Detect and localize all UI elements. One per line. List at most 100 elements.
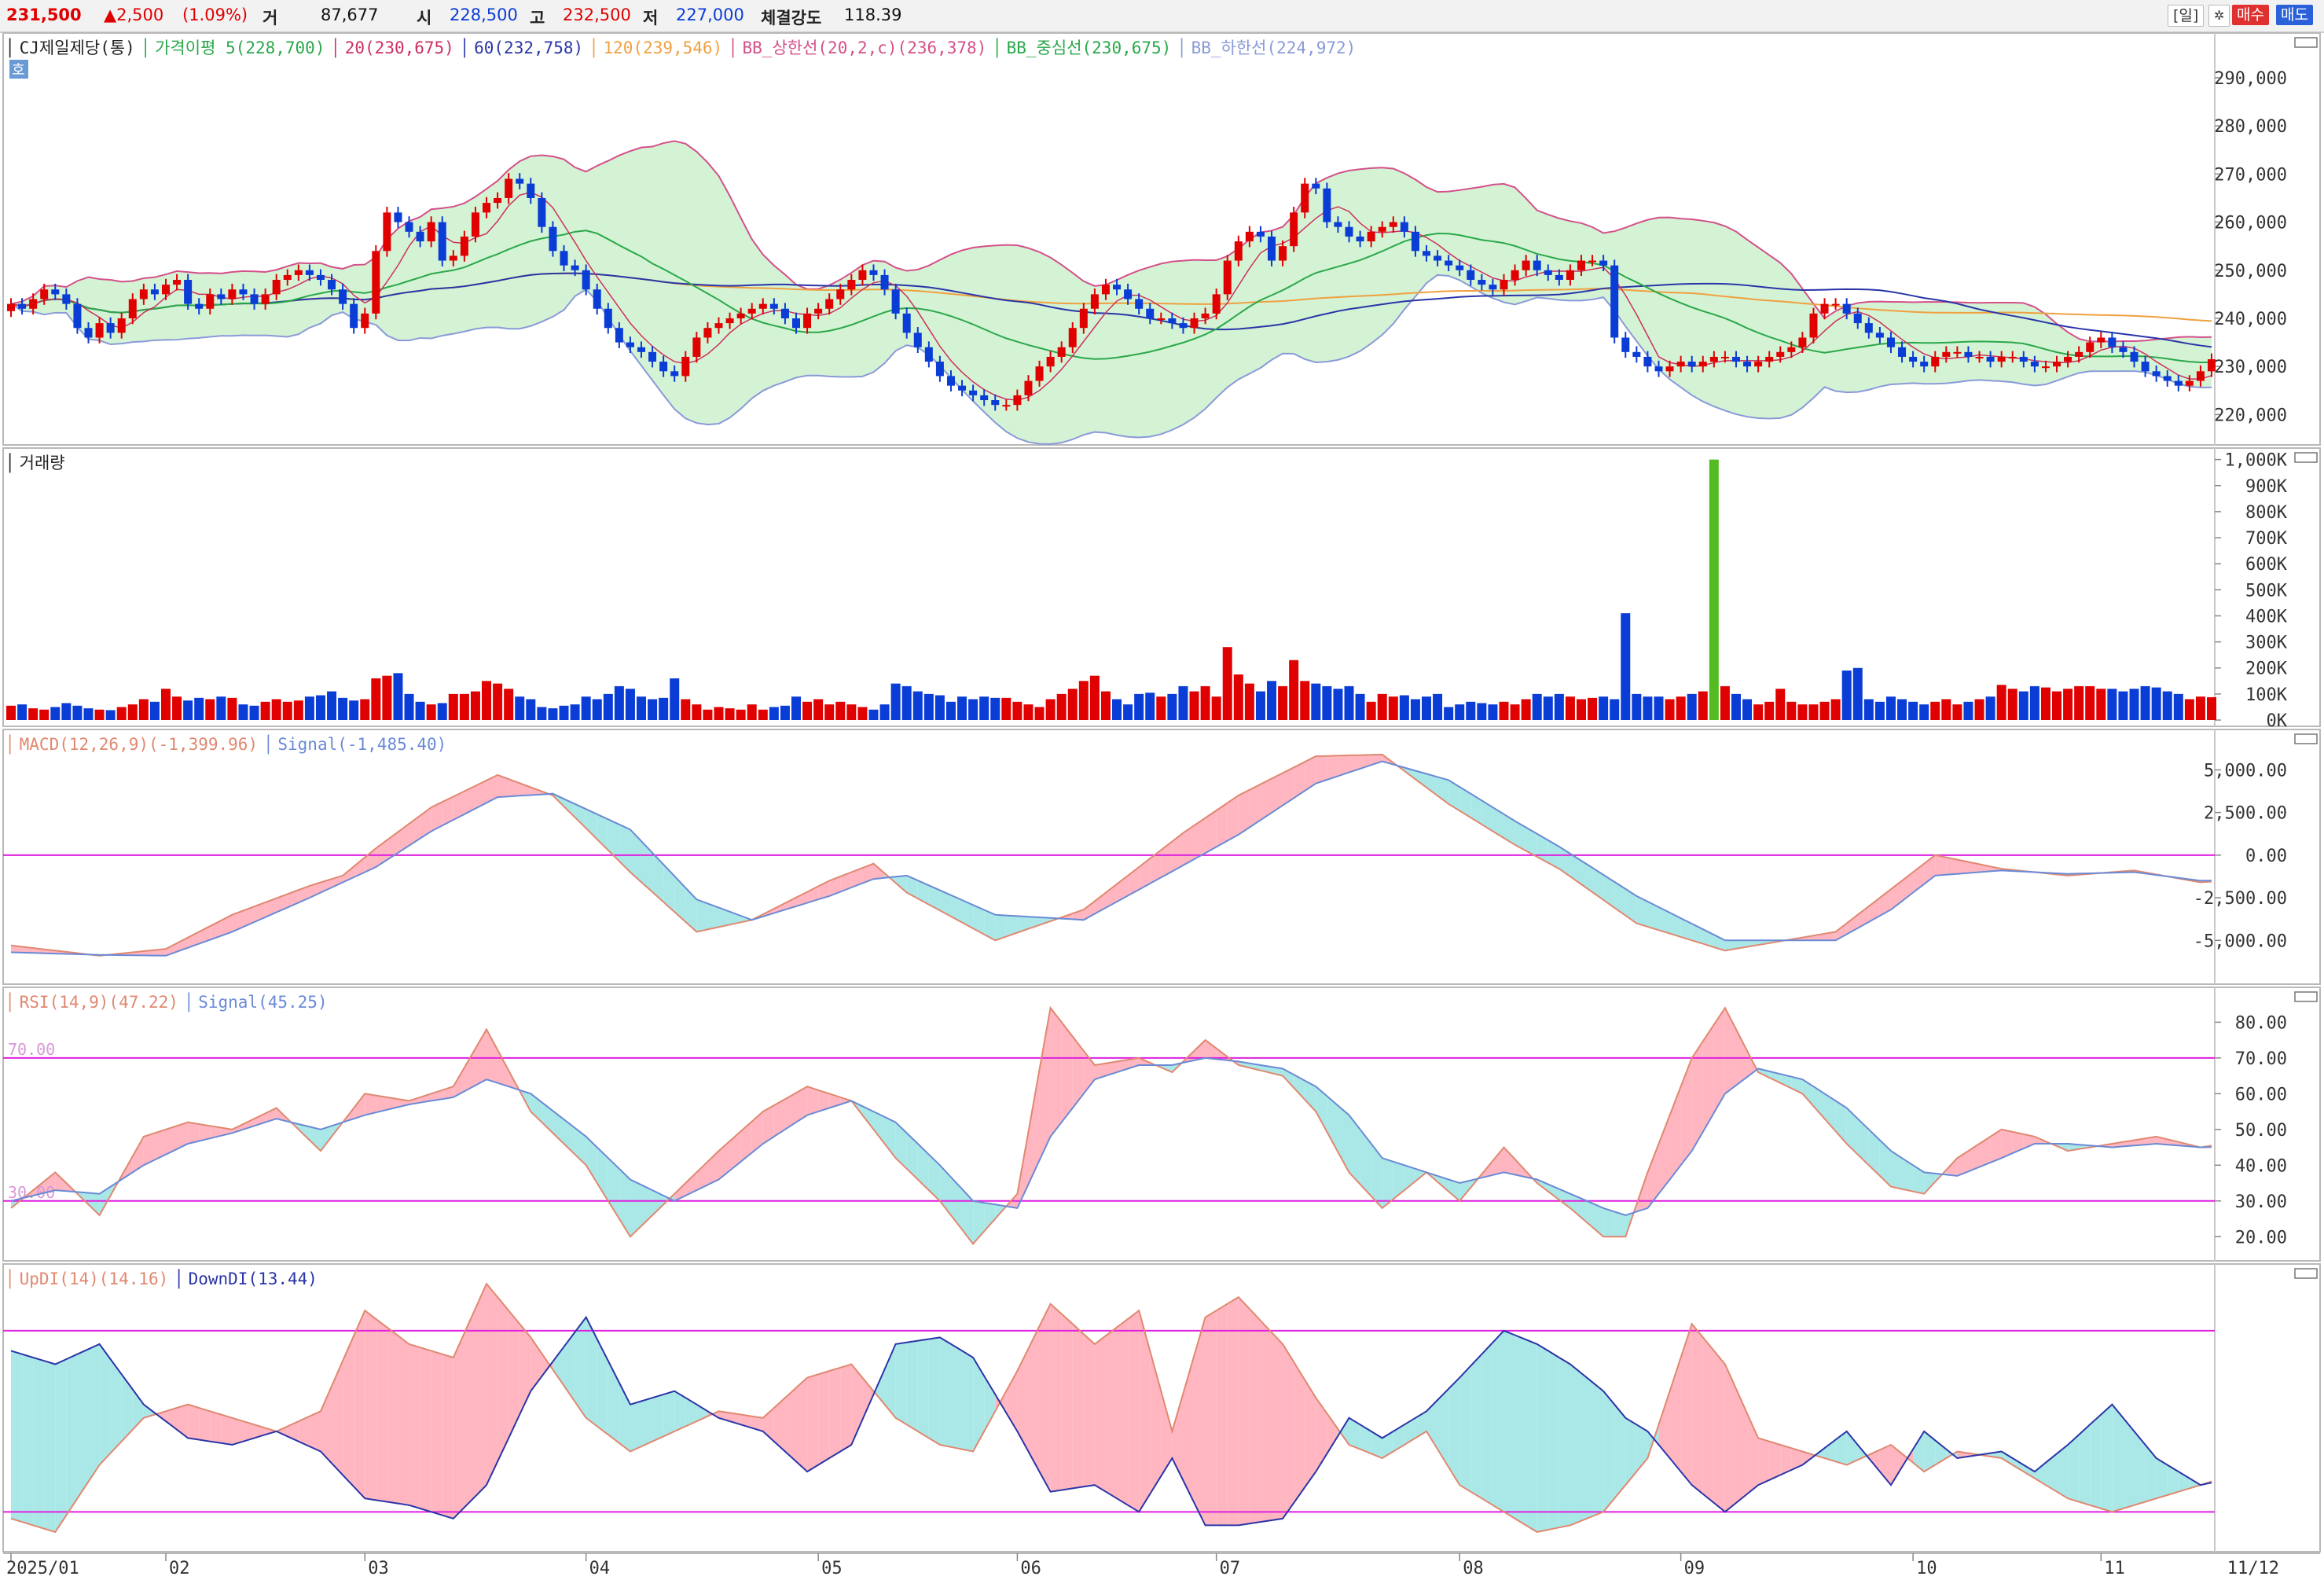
period-button[interactable]: [일] <box>2168 5 2205 27</box>
buy-button[interactable]: 매수 <box>2232 5 2269 25</box>
rsi-fill <box>1813 1086 1825 1119</box>
dmi-fill <box>1205 1310 1217 1526</box>
settings-icon[interactable]: ✲ <box>2208 5 2230 27</box>
dmi-fill <box>1094 1336 1106 1492</box>
rsi-fill <box>1780 1074 1792 1089</box>
volume-bar <box>526 699 536 720</box>
rsi-tick-label: 80.00 <box>2235 1013 2287 1033</box>
volume-bar <box>2195 696 2205 720</box>
volume-bar <box>1996 685 2006 720</box>
candle-body <box>2086 342 2095 352</box>
candle-body <box>1588 260 1597 263</box>
volume-bar <box>1543 696 1553 720</box>
macd-fill <box>1139 858 1151 890</box>
volume-bar <box>890 683 901 720</box>
rsi-fill <box>807 1086 819 1115</box>
macd-fill <box>674 876 686 922</box>
volume-bar <box>1112 699 1122 720</box>
candle-body <box>2152 371 2161 377</box>
dmi-fill <box>1305 1380 1316 1488</box>
chart-area[interactable]: 220,000 230,000 240,000 250,000 260,000 270,0… <box>0 31 2324 1580</box>
dmi-fill <box>420 1347 431 1512</box>
dmi-fill <box>1559 1357 1570 1528</box>
dmi-fill <box>1680 1324 1692 1486</box>
candle-body <box>449 255 457 261</box>
candle-body <box>1621 337 1630 352</box>
volume-bar <box>315 695 325 720</box>
dmi-fill <box>431 1350 442 1516</box>
candle-body <box>946 376 955 386</box>
macd-tick-label: 2,500.00 <box>2204 804 2287 824</box>
macd-fill <box>895 875 907 893</box>
dmi-panel-frame <box>2 1263 2321 1552</box>
volume-bar <box>747 704 757 720</box>
volume-bar <box>1742 699 1753 720</box>
candle-body <box>1079 308 1088 329</box>
sell-button[interactable]: 매도 <box>2276 5 2313 25</box>
volume-bar <box>149 701 160 720</box>
dmi-fill <box>1028 1326 1040 1472</box>
x-tick-label: 09 <box>1684 1559 1705 1578</box>
candle-body <box>438 222 446 261</box>
macd-fill <box>1216 803 1228 847</box>
dmi-fill <box>1481 1342 1493 1505</box>
rsi-fill <box>55 1172 67 1192</box>
candle-body <box>769 303 778 309</box>
rsi-fill <box>486 1029 498 1083</box>
candle-body <box>1256 231 1265 237</box>
rsi-fill <box>1128 1057 1140 1069</box>
candle-body <box>1654 366 1663 372</box>
x-tick-label: 02 <box>169 1559 190 1578</box>
dmi-fill <box>2023 1464 2035 1479</box>
volume-bar <box>1941 699 1951 720</box>
macd-fill <box>928 885 940 911</box>
candle-body <box>494 197 502 204</box>
candle-body <box>1544 270 1552 275</box>
volume-bar <box>1366 701 1376 720</box>
macd-fill <box>1039 917 1051 925</box>
dmi-fill <box>608 1361 619 1443</box>
rsi-fill <box>795 1086 808 1123</box>
rsi-fill <box>320 1126 332 1152</box>
macd-fill <box>652 852 664 902</box>
rsi-fill <box>298 1124 310 1141</box>
dmi-fill <box>287 1421 299 1442</box>
dmi-fill <box>1448 1377 1460 1486</box>
price-tick-label: 250,000 <box>2214 262 2287 281</box>
dmi-fill <box>1470 1354 1482 1499</box>
candle-body <box>880 274 889 290</box>
macd-tick-label: 5,000.00 <box>2204 761 2287 781</box>
rsi-fill <box>1050 1008 1062 1137</box>
candle-body <box>1378 226 1386 232</box>
macd-fill <box>420 807 431 839</box>
candle-body <box>1467 270 1475 281</box>
candle-body <box>1500 280 1508 290</box>
candle-body <box>582 270 590 290</box>
dmi-fill <box>1227 1297 1239 1526</box>
macd-fill <box>851 868 863 888</box>
volume-bar <box>349 700 359 720</box>
rsi-fill <box>1448 1179 1460 1201</box>
candle-body <box>1135 299 1144 309</box>
dmi-fill <box>2079 1424 2091 1505</box>
volume-bar <box>769 707 779 720</box>
price-tick-label: 270,000 <box>2214 165 2287 185</box>
macd-fill <box>1625 888 1637 924</box>
volume-bar <box>2184 699 2194 720</box>
candle-body <box>637 347 646 352</box>
candle-body <box>1090 294 1099 309</box>
rsi-fill <box>1902 1158 1914 1192</box>
dmi-fill <box>1868 1450 1880 1472</box>
dmi-fill <box>1382 1431 1393 1459</box>
candle-body <box>272 280 281 295</box>
rsi-legend-item: ▏Signal(45.25) <box>188 992 328 1012</box>
dmi-fill <box>575 1317 586 1418</box>
rsi-fill <box>88 1192 100 1215</box>
x-tick-label: 11 <box>2104 1559 2125 1578</box>
macd-fill <box>950 895 963 923</box>
volume-bar <box>2096 689 2106 720</box>
macd-fill <box>1006 915 1018 937</box>
candle-body <box>328 280 336 290</box>
dmi-fill <box>1183 1355 1195 1503</box>
macd-fill <box>1017 916 1029 933</box>
